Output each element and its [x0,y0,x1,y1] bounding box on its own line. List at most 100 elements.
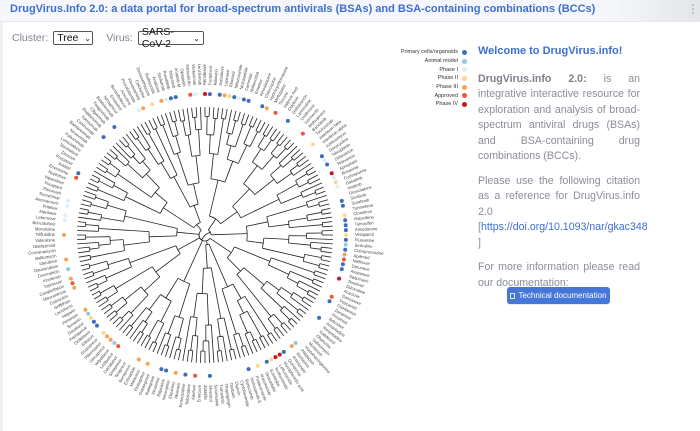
status-dot[interactable] [159,98,164,103]
drug-label[interactable]: Bortezomib [244,378,255,400]
drug-label[interactable]: Irinotecan [42,273,62,283]
drug-label[interactable]: Imatinib [347,181,363,190]
drug-label[interactable]: Anakinra [151,76,161,94]
status-dot[interactable] [188,92,193,97]
drug-label[interactable]: Vilobelimab [191,64,198,87]
drug-label[interactable]: Sorafenib [351,197,370,206]
status-dot[interactable] [246,367,251,372]
drug-label[interactable]: Lenzilumab [197,64,203,86]
drug-label[interactable]: Heparin [61,307,77,319]
drug-label[interactable]: Sunitinib [350,192,367,201]
drug-label[interactable]: Sofosbuvir [218,65,225,86]
status-dot[interactable] [337,276,342,281]
status-dot[interactable] [66,198,71,203]
drug-label[interactable]: Emtricitabine [178,382,186,407]
drug-label[interactable]: Idarubicin [39,258,58,266]
status-dot[interactable] [255,363,260,368]
status-dot[interactable] [340,203,345,208]
status-dot[interactable] [83,307,88,312]
status-dot[interactable] [108,337,113,342]
status-dot[interactable] [64,257,69,262]
status-dot[interactable] [344,233,348,237]
status-dot[interactable] [168,96,173,101]
status-dot[interactable] [343,228,348,233]
drug-label[interactable]: Daunorubicin [34,263,60,273]
drug-label[interactable]: Tecovirimat [38,191,61,201]
status-dot[interactable] [343,223,348,228]
drug-label[interactable]: Dasatinib [345,175,364,186]
drug-label[interactable]: Saquinavir [349,274,370,284]
status-dot[interactable] [322,158,327,163]
status-dot[interactable] [327,299,332,304]
drug-label[interactable]: Atazanavir [350,268,371,278]
drug-label[interactable]: Ouabain [229,382,237,399]
status-dot[interactable] [241,97,246,102]
drug-label[interactable]: Vidarabine [35,237,56,243]
drug-label[interactable]: Letermovir [36,214,57,221]
status-dot[interactable] [232,95,237,100]
drug-label[interactable]: Emetine [254,78,264,95]
drug-label[interactable]: Zidovudine [345,284,367,296]
status-dot[interactable] [339,267,344,272]
status-dot[interactable] [136,357,141,362]
status-dot[interactable] [68,276,73,281]
status-dot[interactable] [217,92,222,97]
drug-label[interactable]: Nevirapine [161,379,171,400]
drug-label[interactable]: Lopinavir [223,69,230,87]
drug-label[interactable]: Rupintrivir [48,169,68,181]
drug-label[interactable]: Zotatifin [203,385,208,401]
drug-label[interactable]: Doxorubicin [37,268,60,278]
status-dot[interactable] [289,344,294,349]
status-dot[interactable] [112,341,117,345]
status-dot[interactable] [335,184,340,189]
drug-label[interactable]: Sabizabulin [185,64,192,87]
status-dot[interactable] [76,171,81,176]
status-dot[interactable] [300,131,305,136]
drug-label[interactable]: Tenofovir [347,279,365,289]
status-dot[interactable] [66,267,71,272]
drug-label[interactable]: Efavirenz [167,381,176,399]
drug-label[interactable]: Opaganib [179,68,187,87]
status-dot[interactable] [277,352,282,357]
status-dot[interactable] [150,102,155,107]
status-dot[interactable] [207,92,212,97]
drug-label[interactable]: Adefovir [191,384,197,400]
status-dot[interactable] [343,247,348,252]
drug-label[interactable]: Sertraline [354,243,373,249]
status-dot[interactable] [164,368,169,373]
drug-label[interactable]: Gemcitabine [348,184,373,195]
status-dot[interactable] [329,294,334,299]
status-dot[interactable] [273,355,278,360]
status-dot[interactable] [101,135,106,140]
status-dot[interactable] [159,367,164,372]
status-dot[interactable] [183,372,188,377]
drug-label[interactable]: Nelfinavir [352,258,371,266]
drug-label[interactable]: Concanamycin [28,248,57,256]
drug-label[interactable]: Trametinib [219,384,226,405]
status-dot[interactable] [193,92,198,97]
status-dot[interactable] [285,118,290,123]
status-dot[interactable] [105,334,110,339]
status-dot[interactable] [88,315,93,320]
circular-dendrogram[interactable]: Remdesivir Favipiravir Ribavirin Sofosbuvir… [0,40,470,431]
drug-label[interactable]: Digoxin [234,381,242,396]
status-dot[interactable] [325,162,330,167]
drug-label[interactable]: Nafamostat [249,70,261,93]
status-dot[interactable] [260,104,265,109]
status-dot[interactable] [72,285,77,290]
status-dot[interactable] [86,311,91,316]
drug-label[interactable]: Topotecan [43,278,64,289]
status-dot[interactable] [237,96,242,101]
drug-label[interactable]: Arbidol [58,161,72,171]
status-dot[interactable] [343,242,348,247]
status-dot[interactable] [331,175,336,180]
virus-select[interactable]: SARS-CoV-2 ⌄ [137,26,204,50]
drug-label[interactable]: Ritonavir [228,70,236,88]
drug-label[interactable]: Obefazimod [33,243,57,250]
drug-label[interactable]: Tofacitinib [168,69,177,89]
drug-label[interactable]: Raloxifene [354,214,375,221]
drug-label[interactable]: Abacavir [173,382,181,400]
citation-link[interactable]: https://doi.org/10.1093/nar/gkac348 [480,221,648,233]
status-dot[interactable] [311,142,315,147]
status-dot[interactable] [203,92,207,96]
